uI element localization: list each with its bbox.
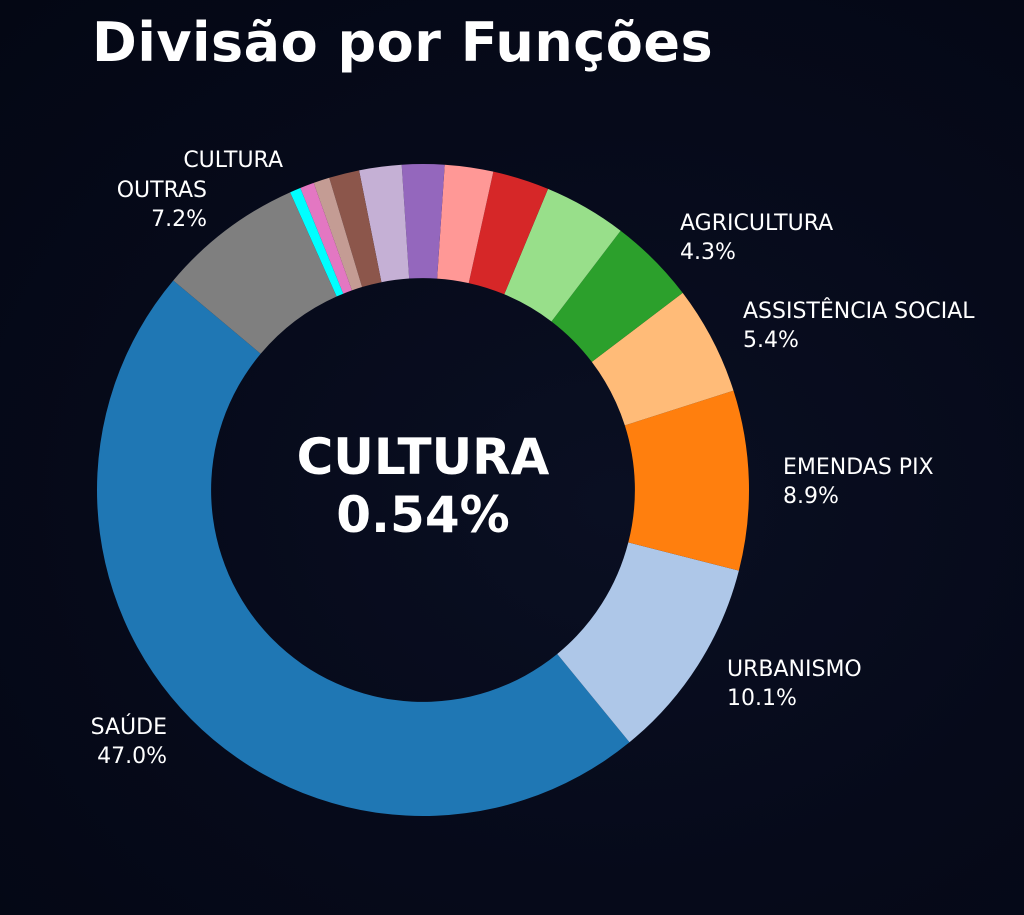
label-emendas-pix: EMENDAS PIX 8.9% xyxy=(783,453,934,511)
label-emendas-value: 8.9% xyxy=(783,484,839,509)
label-agricultura-name: AGRICULTURA xyxy=(680,211,834,236)
label-urbanismo-name: URBANISMO xyxy=(727,657,862,682)
center-annotation: CULTURA 0.54% xyxy=(223,428,623,544)
label-outras-value: 7.2% xyxy=(151,207,207,232)
slice-unlabeled-11 xyxy=(313,177,363,291)
label-agricultura-value: 4.3% xyxy=(680,240,736,265)
slice-unlabeled-9 xyxy=(359,164,410,283)
slice-unlabeled-12 xyxy=(300,182,352,294)
slice-unlabeled-5 xyxy=(504,188,621,322)
label-agricultura: AGRICULTURA 4.3% xyxy=(680,209,833,267)
slice-agricultura xyxy=(551,230,683,362)
slice-saude xyxy=(96,280,630,817)
slice-unlabeled-8 xyxy=(401,164,445,279)
label-outras-name: OUTRAS xyxy=(116,178,207,203)
slice-assistencia-social xyxy=(591,292,734,426)
slice-emendas-pix xyxy=(624,390,749,571)
label-saude: SAÚDE 47.0% xyxy=(91,713,167,771)
label-emendas-name: EMENDAS PIX xyxy=(783,455,934,480)
center-annotation-value: 0.54% xyxy=(336,486,510,544)
center-annotation-name: CULTURA xyxy=(296,428,550,486)
label-urbanismo: URBANISMO 10.1% xyxy=(727,655,862,713)
slice-urbanismo xyxy=(557,542,739,743)
label-saude-name: SAÚDE xyxy=(90,715,167,740)
label-cultura-name: CULTURA xyxy=(183,148,283,173)
label-assistencia-name: ASSISTÊNCIA SOCIAL xyxy=(743,299,975,324)
label-cultura: CULTURA xyxy=(183,146,283,175)
slice-unlabeled-10 xyxy=(329,170,382,288)
chart-title: Divisão por Funções xyxy=(92,11,714,74)
slice-unlabeled-6 xyxy=(468,171,549,295)
label-assistencia-value: 5.4% xyxy=(743,328,799,353)
slice-unlabeled-7 xyxy=(437,164,494,284)
label-urbanismo-value: 10.1% xyxy=(727,686,797,711)
label-outras: OUTRAS 7.2% xyxy=(117,176,207,234)
donut-slices xyxy=(96,164,749,817)
slice-outras xyxy=(173,192,337,354)
label-assistencia-social: ASSISTÊNCIA SOCIAL 5.4% xyxy=(743,297,975,355)
label-saude-value: 47.0% xyxy=(97,744,167,769)
slice-cultura xyxy=(290,187,344,297)
